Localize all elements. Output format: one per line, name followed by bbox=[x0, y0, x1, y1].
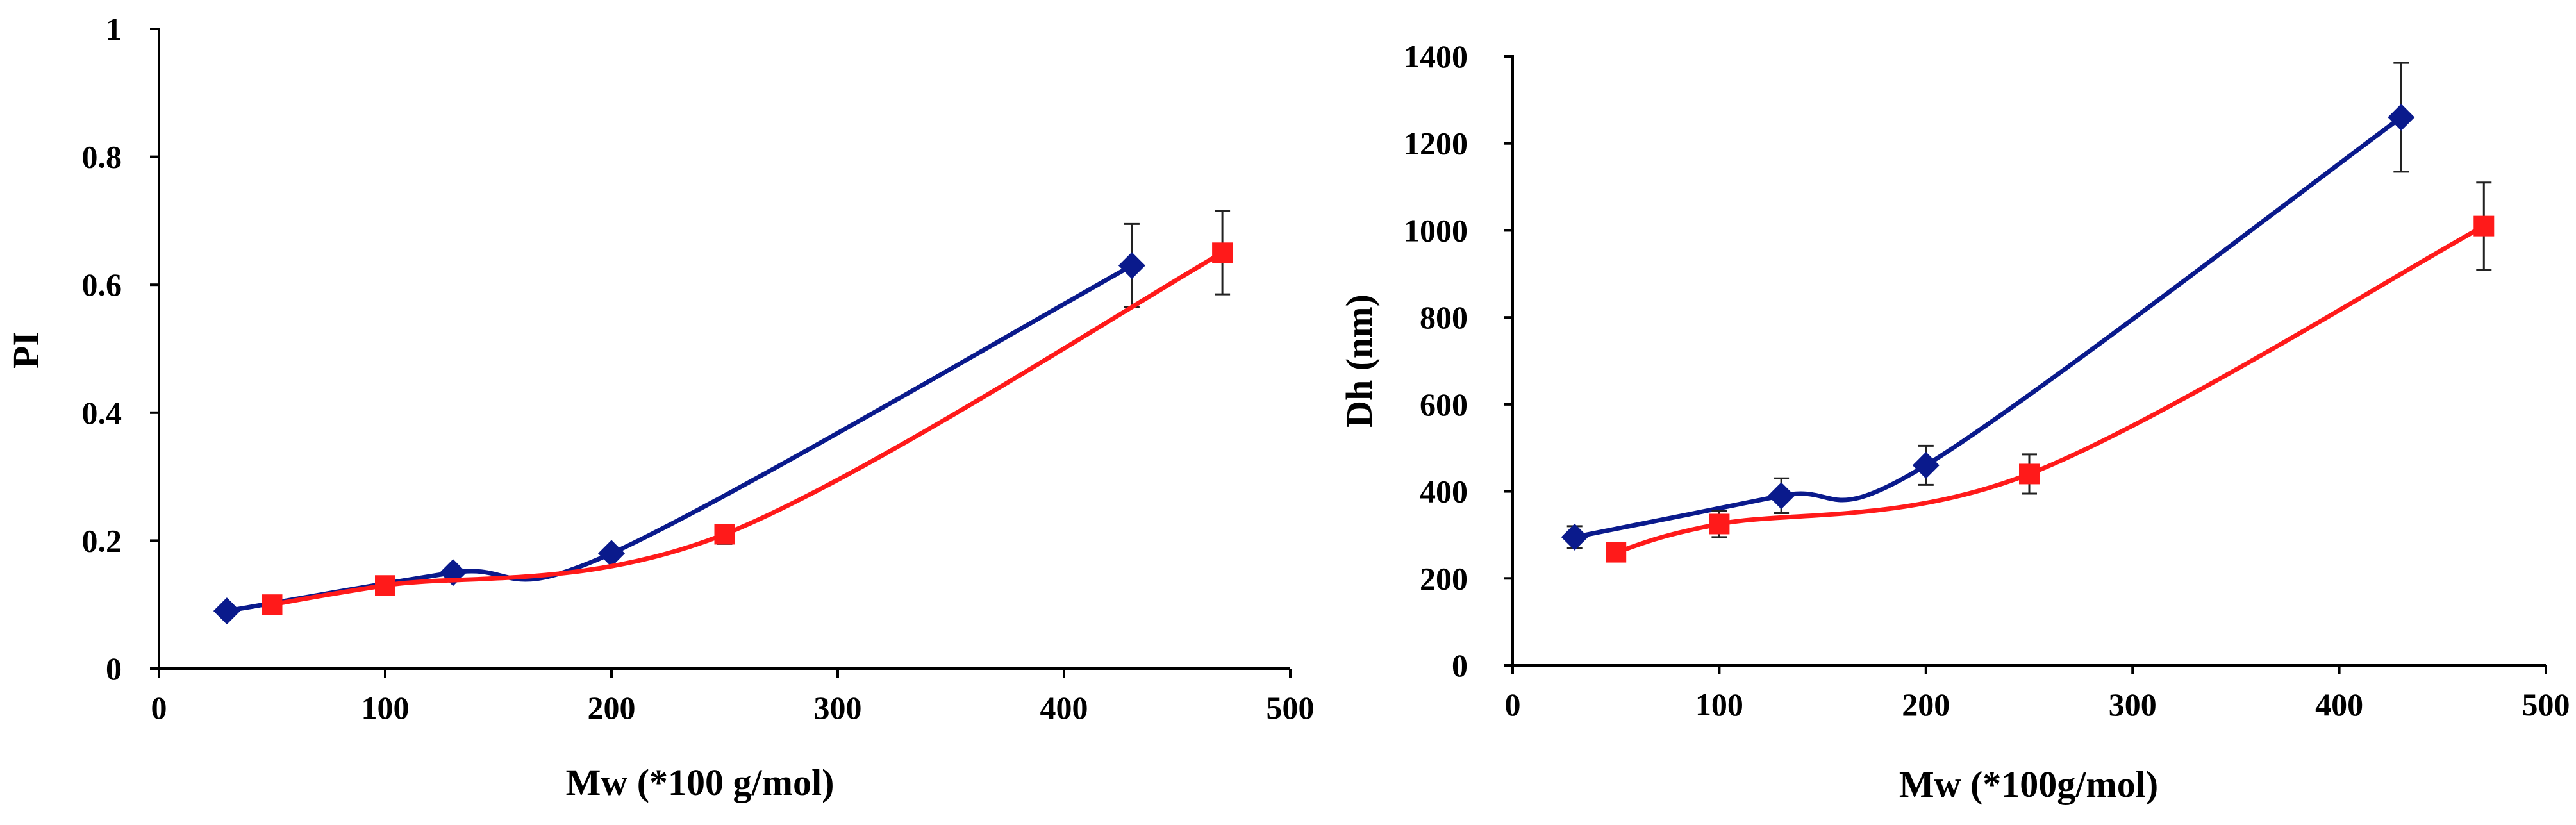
y-tick-label: 0.4 bbox=[82, 395, 122, 431]
data-point-square bbox=[714, 524, 735, 545]
y-tick-label: 1200 bbox=[1404, 126, 1468, 162]
x-tick-label: 100 bbox=[1695, 687, 1743, 722]
y-tick-label: 0 bbox=[1452, 647, 1468, 683]
series-line bbox=[226, 263, 1133, 613]
y-tick-label: 1000 bbox=[1404, 212, 1468, 248]
data-point-diamond bbox=[2388, 104, 2415, 131]
data-point-square bbox=[2473, 215, 2495, 237]
chart-dh-vs-mw: 0 200 400 600 800 1000 1200 1400 0 100 200 300 400 50… bbox=[1338, 38, 2570, 805]
data-point-diamond bbox=[213, 597, 240, 625]
data-point-square bbox=[1709, 513, 1730, 535]
x-tick-label: 300 bbox=[814, 690, 862, 726]
x-tick-label: 300 bbox=[2109, 687, 2157, 722]
series-blue bbox=[1561, 62, 2415, 551]
y-tick-label: 600 bbox=[1420, 387, 1468, 422]
x-tick-label: 0 bbox=[1505, 687, 1521, 722]
data-point-diamond bbox=[598, 540, 625, 567]
data-point-diamond bbox=[1561, 523, 1588, 551]
data-point-square bbox=[1606, 542, 1627, 563]
data-point-square bbox=[2019, 463, 2040, 485]
y-tick-label: 200 bbox=[1420, 560, 1468, 596]
y-tick-label: 1400 bbox=[1404, 38, 1468, 74]
data-point-square bbox=[1212, 242, 1233, 263]
series-red bbox=[1606, 181, 2495, 563]
x-tick-label: 500 bbox=[1267, 690, 1315, 726]
x-tick-label: 0 bbox=[151, 690, 167, 726]
data-point-diamond bbox=[1118, 252, 1145, 279]
y-tick-label: 800 bbox=[1420, 299, 1468, 335]
y-tick-label: 0 bbox=[106, 651, 122, 687]
y-tick-label: 400 bbox=[1420, 474, 1468, 510]
y-axis-title: PI bbox=[5, 331, 47, 369]
series-line bbox=[271, 251, 1224, 607]
x-tick-label: 100 bbox=[361, 690, 410, 726]
x-axis-title: Mw (*100 g/mol) bbox=[566, 762, 835, 803]
x-tick-label: 400 bbox=[1040, 690, 1088, 726]
data-point-diamond bbox=[1768, 482, 1795, 510]
series-blue bbox=[213, 222, 1145, 625]
series-red bbox=[262, 210, 1233, 615]
y-tick-label: 0.8 bbox=[82, 139, 122, 175]
y-tick-label: 0.2 bbox=[82, 522, 122, 558]
y-tick-label: 1 bbox=[106, 11, 122, 47]
x-tick-label: 400 bbox=[2315, 687, 2363, 722]
x-tick-label: 200 bbox=[1902, 687, 1950, 722]
series-line bbox=[1574, 115, 2403, 540]
x-tick-label: 200 bbox=[588, 690, 636, 726]
x-tick-label: 500 bbox=[2522, 687, 2570, 722]
data-point-diamond bbox=[1912, 451, 1940, 479]
x-axis-title: Mw (*100g/mol) bbox=[1899, 763, 2158, 805]
series-line bbox=[1615, 224, 2485, 554]
data-point-square bbox=[262, 594, 283, 615]
data-point-square bbox=[375, 575, 395, 596]
y-axis-title: Dh (nm) bbox=[1338, 294, 1380, 428]
chart-pi-vs-mw: 0 0.2 0.4 0.6 0.8 1 0 100 200 300 400 500 Mw (*100 g… bbox=[5, 11, 1315, 803]
y-tick-label: 0.6 bbox=[82, 267, 122, 303]
